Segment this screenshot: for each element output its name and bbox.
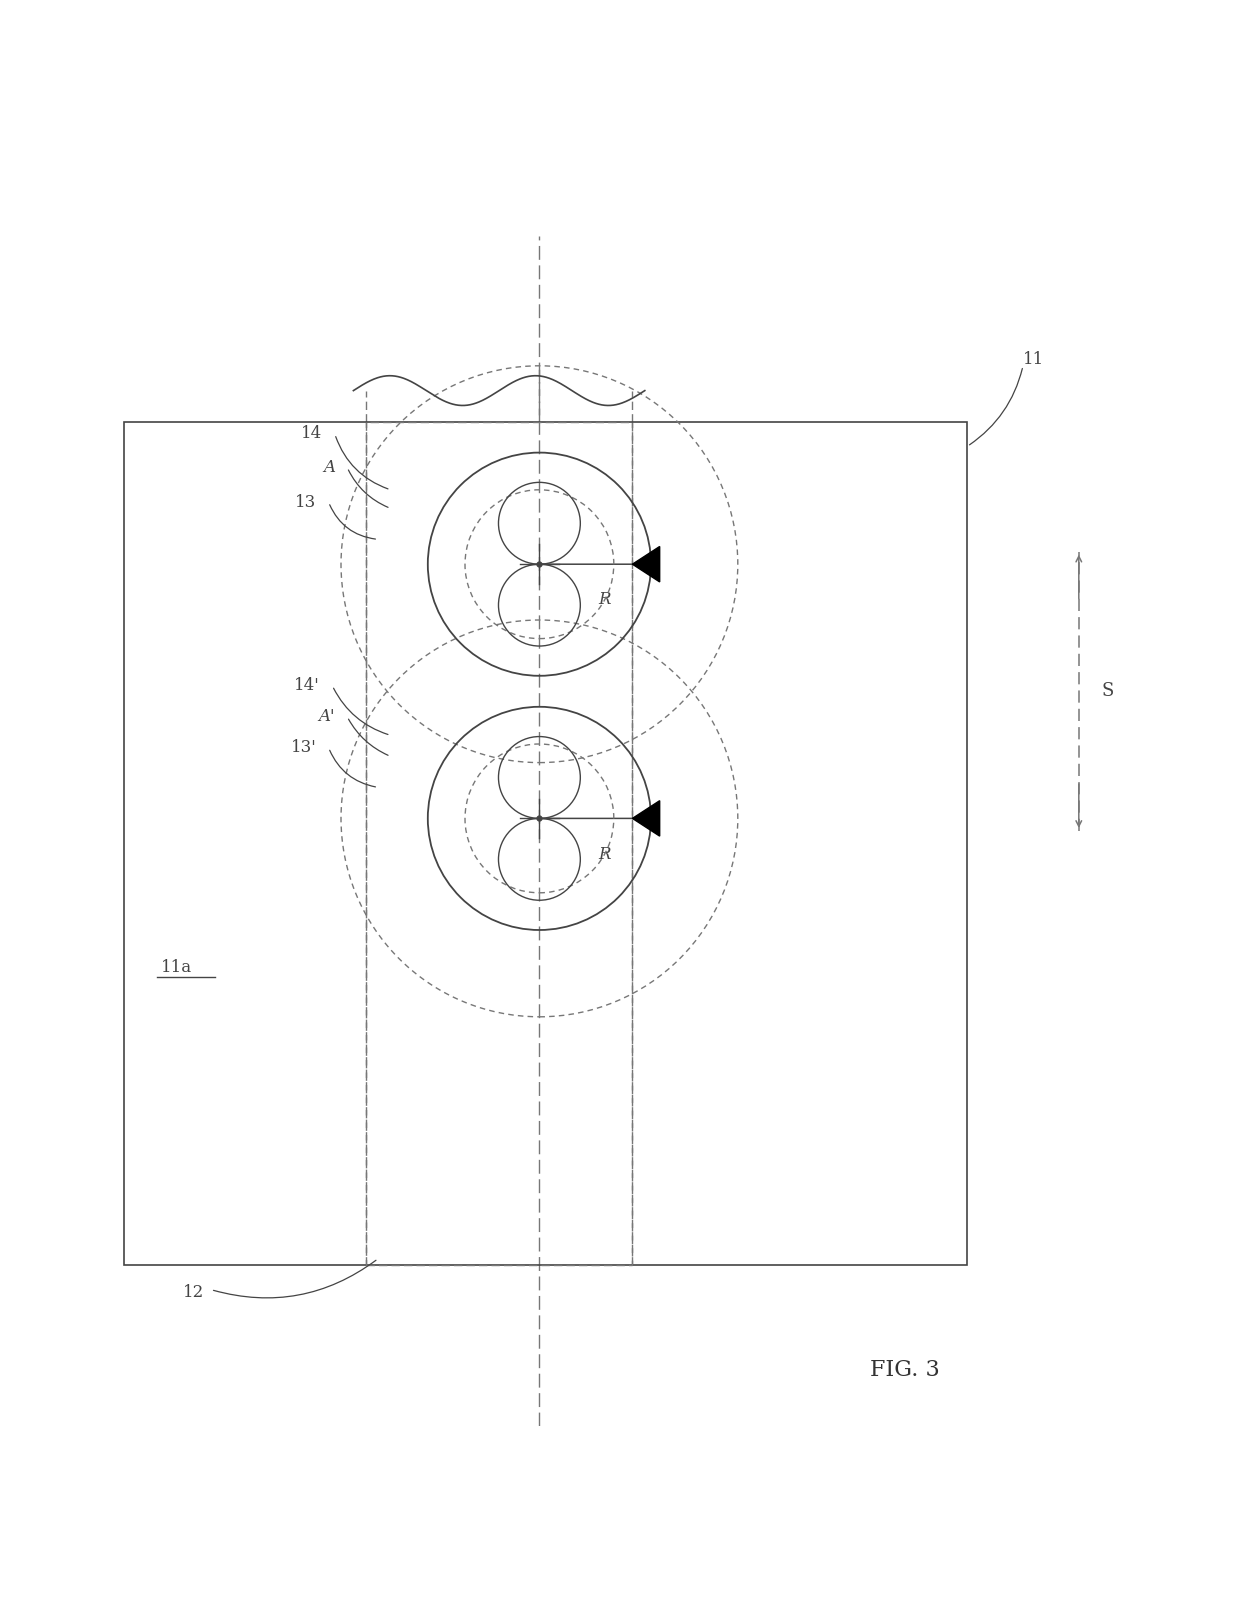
Text: R: R <box>598 846 610 862</box>
Text: 11: 11 <box>1023 351 1044 368</box>
Polygon shape <box>632 546 660 582</box>
Bar <box>366 422 632 1265</box>
Text: 12: 12 <box>184 1283 205 1301</box>
Text: 13: 13 <box>295 493 316 511</box>
Text: 13': 13' <box>290 740 316 756</box>
Text: R: R <box>598 592 610 608</box>
Text: 14': 14' <box>294 677 320 695</box>
Text: A': A' <box>319 708 335 725</box>
Text: 11a: 11a <box>161 959 192 975</box>
Text: 14: 14 <box>301 426 322 443</box>
Bar <box>124 422 967 1265</box>
Text: FIG. 3: FIG. 3 <box>870 1359 940 1381</box>
Text: S: S <box>1101 682 1114 700</box>
Polygon shape <box>632 801 660 837</box>
Text: A: A <box>322 459 335 476</box>
